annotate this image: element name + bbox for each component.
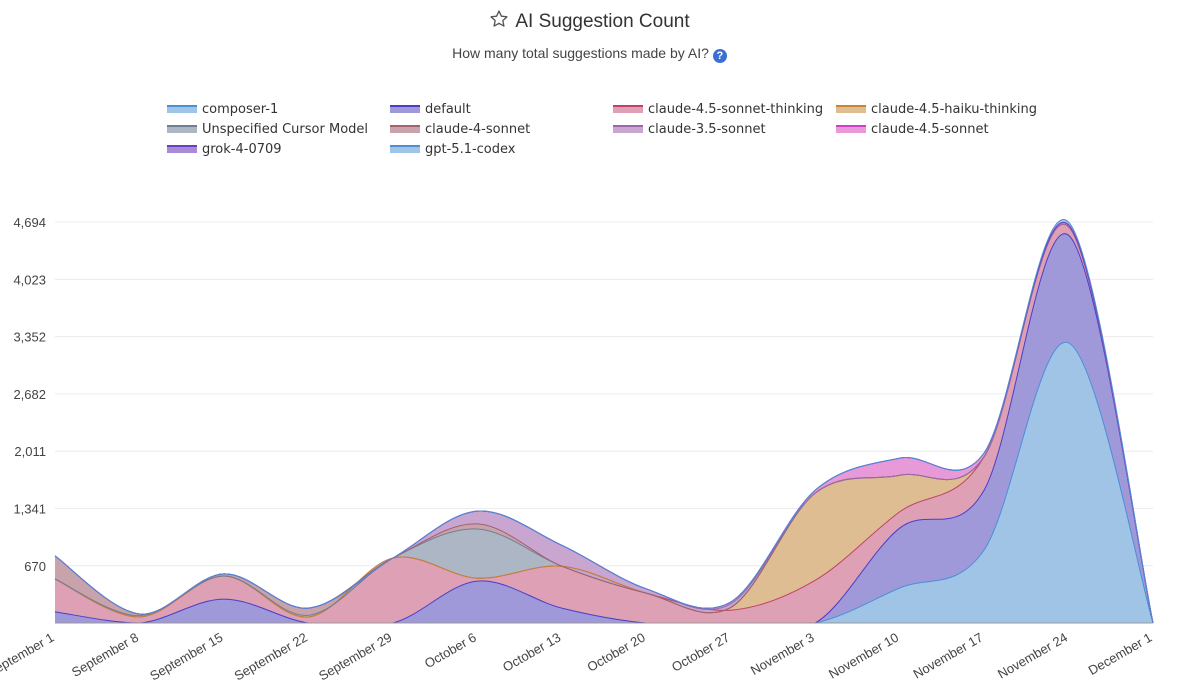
y-tick-label: 1,341 xyxy=(13,501,46,516)
legend-swatch xyxy=(836,125,866,133)
legend-swatch xyxy=(613,105,643,113)
legend-swatch xyxy=(390,145,420,153)
star-icon[interactable] xyxy=(489,9,509,35)
x-tick-label: October 27 xyxy=(669,630,732,675)
x-tick-label: September 22 xyxy=(232,630,310,684)
legend-swatch xyxy=(390,125,420,133)
legend-label: default xyxy=(425,101,471,117)
legend-swatch xyxy=(836,105,866,113)
chart-title: AI Suggestion Count xyxy=(0,9,1179,35)
legend-swatch xyxy=(167,105,197,113)
x-tick-label: October 20 xyxy=(585,630,648,675)
x-tick-label: November 17 xyxy=(910,630,985,682)
legend-item[interactable]: claude-4.5-haiku-thinking xyxy=(836,100,1037,118)
legend-item[interactable]: claude-4.5-sonnet-thinking xyxy=(613,100,823,118)
legend-item[interactable]: Unspecified Cursor Model xyxy=(167,120,368,138)
x-tick-label: October 13 xyxy=(500,630,563,675)
x-tick-label: September 1 xyxy=(0,630,57,680)
legend-item[interactable]: grok-4-0709 xyxy=(167,140,282,158)
legend-label: composer-1 xyxy=(202,101,279,117)
legend-item[interactable]: default xyxy=(390,100,471,118)
legend-item[interactable]: gpt-5.1-codex xyxy=(390,140,515,158)
legend-item[interactable]: claude-4-sonnet xyxy=(390,120,530,138)
legend-label: claude-4-sonnet xyxy=(425,121,531,137)
legend-swatch xyxy=(167,145,197,153)
y-tick-label: 2,011 xyxy=(14,444,46,459)
legend-swatch xyxy=(390,105,420,113)
area-composer-1 xyxy=(55,342,1153,623)
y-tick-label: 2,682 xyxy=(13,387,46,402)
legend-label: claude-3.5-sonnet xyxy=(648,121,766,137)
x-tick-label: September 15 xyxy=(147,630,225,684)
chart-title-text: AI Suggestion Count xyxy=(515,11,690,32)
x-tick-label: November 24 xyxy=(995,630,1070,682)
legend-item[interactable]: claude-3.5-sonnet xyxy=(613,120,766,138)
y-tick-label: 4,023 xyxy=(13,272,46,287)
y-tick-label: 4,694 xyxy=(13,215,46,230)
x-tick-label: November 10 xyxy=(826,630,901,682)
x-tick-label: December 1 xyxy=(1086,630,1155,678)
area-claude-4-5-sonnet-thinking xyxy=(55,224,1153,623)
area-claude-4-5-haiku-thinking xyxy=(55,224,1153,623)
y-tick-label: 3,352 xyxy=(13,330,46,345)
y-tick-label: 670 xyxy=(24,559,46,574)
chart-subtitle: How many total suggestions made by AI?? xyxy=(0,45,1179,63)
legend-label: claude-4.5-haiku-thinking xyxy=(871,101,1037,117)
legend-swatch xyxy=(613,125,643,133)
legend-label: grok-4-0709 xyxy=(202,141,282,157)
x-tick-label: October 6 xyxy=(422,630,479,672)
legend-item[interactable]: claude-4.5-sonnet xyxy=(836,120,989,138)
legend-label: Unspecified Cursor Model xyxy=(202,121,369,137)
legend-label: claude-4.5-sonnet-thinking xyxy=(648,101,824,117)
legend-label: claude-4.5-sonnet xyxy=(871,121,989,137)
line-gpt-5-1-codex xyxy=(54,219,1154,624)
x-tick-label: September 29 xyxy=(316,630,394,684)
legend-item[interactable]: composer-1 xyxy=(167,100,278,118)
chart-subtitle-text: How many total suggestions made by AI? xyxy=(452,45,709,61)
x-tick-label: September 8 xyxy=(69,630,141,680)
x-tick-label: November 3 xyxy=(748,630,817,678)
help-icon[interactable]: ? xyxy=(712,49,727,63)
legend-swatch xyxy=(167,125,197,133)
legend-label: gpt-5.1-codex xyxy=(425,141,516,157)
